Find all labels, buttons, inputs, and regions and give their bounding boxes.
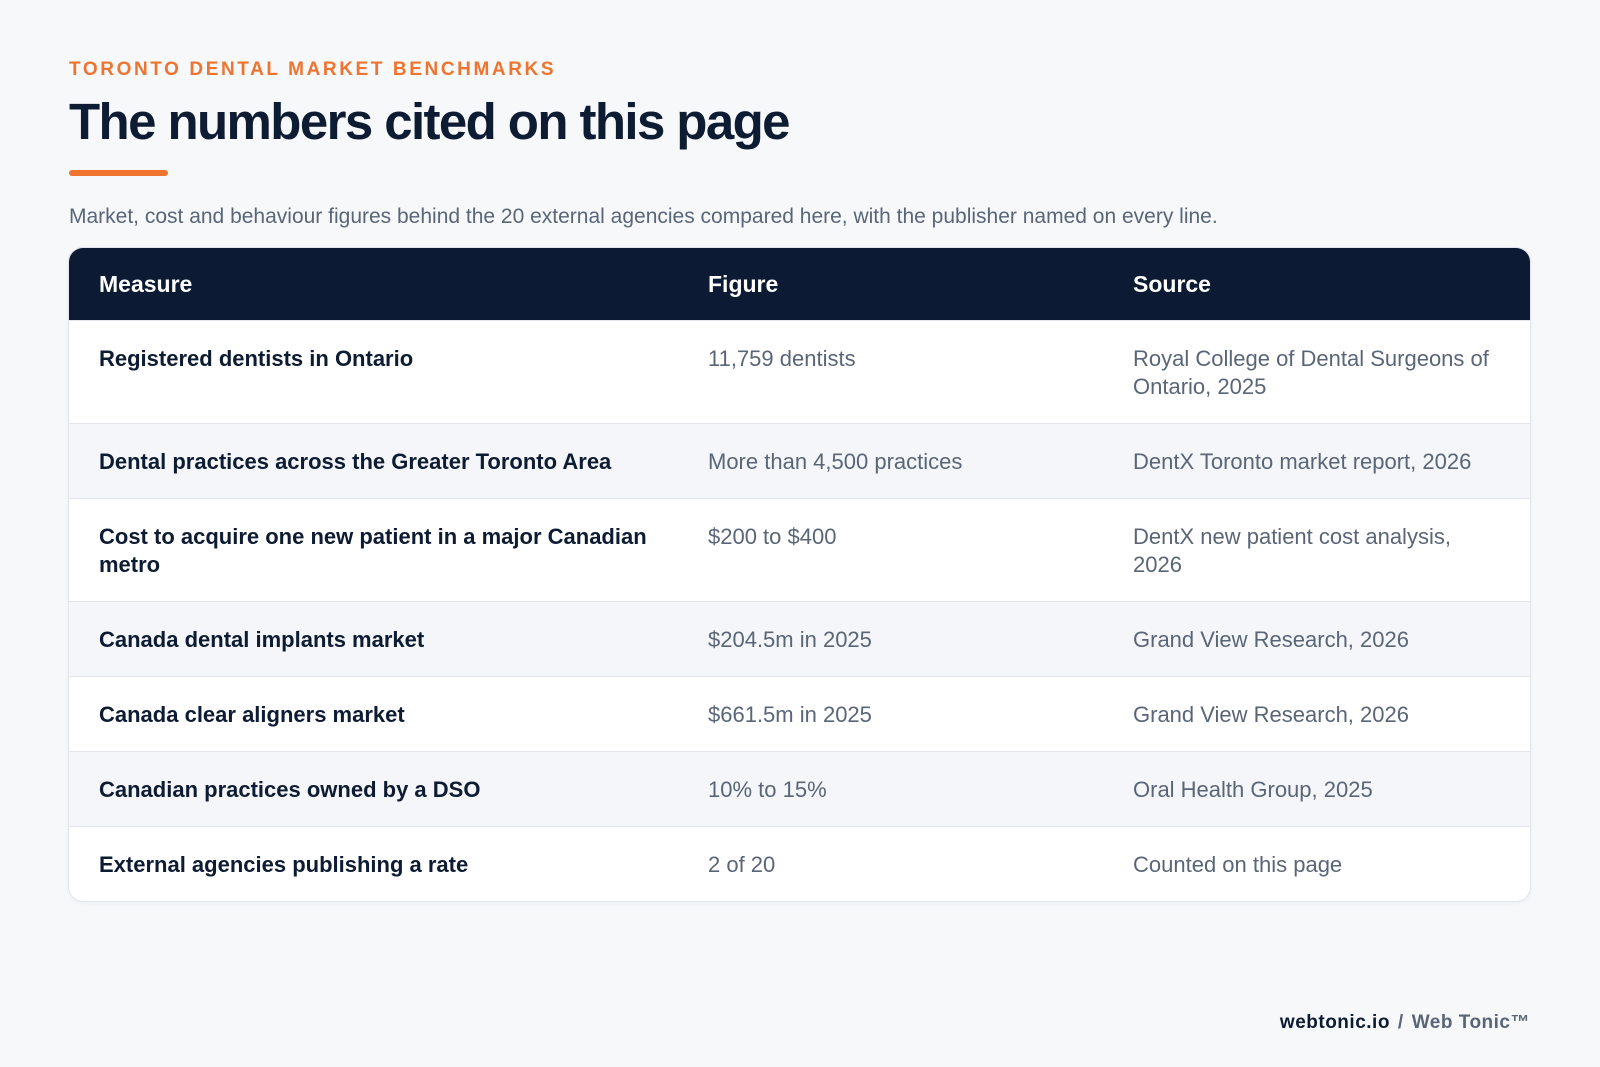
footer-domain: webtonic.io — [1279, 1012, 1390, 1033]
footer-brand: Web Tonic™ — [1411, 1012, 1530, 1033]
measure-cell: Dental practices across the Greater Toro… — [99, 449, 612, 474]
eyebrow-label: TORONTO DENTAL MARKET BENCHMARKS — [69, 59, 557, 80]
benchmarks-table: Measure Figure Source Registered dentist… — [69, 248, 1530, 901]
footer-credit: webtonic.io / Web Tonic™ — [1280, 1012, 1530, 1034]
figure-cell: 11,759 dentists — [708, 346, 856, 371]
source-cell: Grand View Research, 2026 — [1133, 627, 1409, 652]
figure-cell: $204.5m in 2025 — [708, 627, 872, 652]
measure-cell: Canadian practices owned by a DSO — [99, 777, 481, 802]
column-header-source: Source — [1133, 270, 1211, 297]
measure-cell: Canada dental implants market — [99, 627, 425, 652]
source-cell: Counted on this page — [1133, 852, 1343, 877]
measure-cell: Registered dentists in Ontario — [99, 346, 414, 371]
column-header-measure: Measure — [99, 270, 193, 297]
table-header-row: Measure Figure Source — [69, 248, 1530, 320]
figure-cell: More than 4,500 practices — [708, 449, 963, 474]
source-cell: Royal College of Dental Surgeons of Onta… — [1133, 346, 1489, 399]
table-row: Dental practices across the Greater Toro… — [69, 423, 1530, 498]
page-title: The numbers cited on this page — [69, 93, 791, 150]
accent-rule — [69, 170, 168, 176]
measure-cell: Cost to acquire one new patient in a maj… — [99, 524, 647, 577]
source-cell: Grand View Research, 2026 — [1133, 702, 1409, 727]
table-row: Registered dentists in Ontario 11,759 de… — [69, 320, 1530, 423]
table-row: Cost to acquire one new patient in a maj… — [69, 498, 1530, 601]
source-cell: Oral Health Group, 2025 — [1133, 777, 1373, 802]
source-cell: DentX Toronto market report, 2026 — [1133, 449, 1472, 474]
footer-separator: / — [1397, 1012, 1404, 1033]
measure-cell: Canada clear aligners market — [99, 702, 405, 727]
figure-cell: 10% to 15% — [708, 777, 827, 802]
measure-cell: External agencies publishing a rate — [99, 852, 469, 877]
figure-cell: 2 of 20 — [708, 852, 776, 877]
figure-cell: $200 to $400 — [708, 524, 837, 549]
table-row: External agencies publishing a rate 2 of… — [69, 826, 1530, 901]
figure-cell: $661.5m in 2025 — [708, 702, 872, 727]
page-header: TORONTO DENTAL MARKET BENCHMARKS The num… — [69, 56, 1530, 232]
table-row: Canada clear aligners market $661.5m in … — [69, 676, 1530, 751]
table-row: Canada dental implants market $204.5m in… — [69, 601, 1530, 676]
page-subtitle: Market, cost and behaviour figures behin… — [69, 205, 1218, 228]
source-cell: DentX new patient cost analysis, 2026 — [1133, 524, 1451, 577]
table-row: Canadian practices owned by a DSO 10% to… — [69, 751, 1530, 826]
column-header-figure: Figure — [708, 270, 779, 297]
